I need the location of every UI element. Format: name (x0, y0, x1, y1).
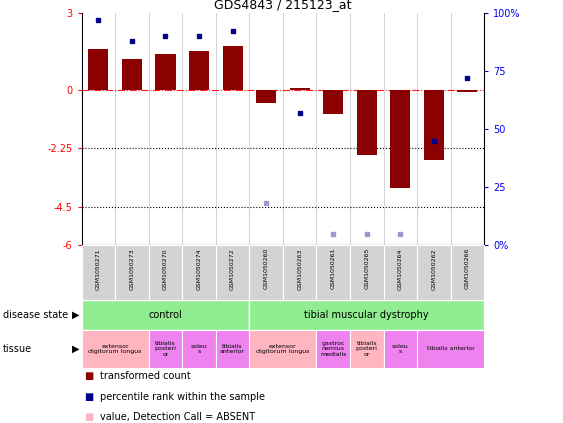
Text: tibial muscular dystrophy: tibial muscular dystrophy (305, 310, 429, 320)
Text: tibialis
anterior: tibialis anterior (220, 344, 245, 354)
Bar (249, 330, 316, 368)
Text: ▶: ▶ (72, 344, 79, 354)
Bar (383, 245, 417, 300)
Text: control: control (149, 310, 182, 320)
Text: disease state: disease state (3, 310, 68, 320)
Bar (316, 330, 350, 368)
Text: percentile rank within the sample: percentile rank within the sample (100, 392, 265, 402)
Bar (82, 300, 249, 330)
Bar (450, 245, 484, 300)
Bar (216, 245, 249, 300)
Text: transformed count: transformed count (100, 371, 191, 382)
Bar (249, 300, 484, 330)
Bar (82, 330, 149, 368)
Text: soleu
s: soleu s (191, 344, 207, 354)
Text: tibialis
posteri
or: tibialis posteri or (155, 341, 176, 357)
Bar (350, 245, 383, 300)
Bar (383, 330, 417, 368)
Text: extensor
digitorum longus: extensor digitorum longus (256, 344, 310, 354)
Bar (155, 54, 176, 90)
Bar (122, 59, 142, 90)
Bar (424, 90, 444, 160)
Bar (256, 90, 276, 103)
Bar (417, 330, 484, 368)
Bar (249, 245, 283, 300)
Bar (457, 90, 477, 91)
Text: ■: ■ (84, 412, 93, 422)
Bar (149, 330, 182, 368)
Text: GSM1050271: GSM1050271 (96, 248, 101, 290)
Bar (149, 245, 182, 300)
Bar (390, 90, 410, 189)
Text: value, Detection Call = ABSENT: value, Detection Call = ABSENT (100, 412, 256, 422)
Bar (82, 245, 115, 300)
Bar (350, 330, 383, 368)
Bar (182, 245, 216, 300)
Text: tibialis anterior: tibialis anterior (427, 346, 475, 352)
Text: tissue: tissue (3, 344, 32, 354)
Text: ■: ■ (84, 371, 93, 382)
Text: GSM1050265: GSM1050265 (364, 248, 369, 289)
Bar (316, 245, 350, 300)
Text: GSM1050273: GSM1050273 (129, 248, 135, 290)
Text: soleu
s: soleu s (392, 344, 409, 354)
Text: tibialis
posteri
or: tibialis posteri or (356, 341, 378, 357)
Bar (115, 245, 149, 300)
Bar (216, 330, 249, 368)
Bar (88, 49, 109, 90)
Text: ▶: ▶ (72, 310, 79, 320)
Bar (189, 52, 209, 90)
Text: ■: ■ (84, 392, 93, 402)
Text: extensor
digitorum longus: extensor digitorum longus (88, 344, 142, 354)
Text: GSM1050260: GSM1050260 (263, 248, 269, 289)
Bar (289, 88, 310, 90)
Text: GSM1050266: GSM1050266 (465, 248, 470, 289)
Bar (222, 46, 243, 90)
Title: GDS4843 / 215123_at: GDS4843 / 215123_at (214, 0, 352, 11)
Bar (283, 245, 316, 300)
Bar (417, 245, 450, 300)
Text: gastroc
nemius
medialis: gastroc nemius medialis (320, 341, 346, 357)
Text: GSM1050264: GSM1050264 (398, 248, 403, 290)
Text: GSM1050261: GSM1050261 (330, 248, 336, 289)
Text: GSM1050263: GSM1050263 (297, 248, 302, 290)
Text: GSM1050262: GSM1050262 (431, 248, 436, 290)
Bar (182, 330, 216, 368)
Text: GSM1050274: GSM1050274 (196, 248, 202, 290)
Text: GSM1050270: GSM1050270 (163, 248, 168, 290)
Bar (323, 90, 343, 113)
Bar (357, 90, 377, 155)
Text: GSM1050272: GSM1050272 (230, 248, 235, 290)
